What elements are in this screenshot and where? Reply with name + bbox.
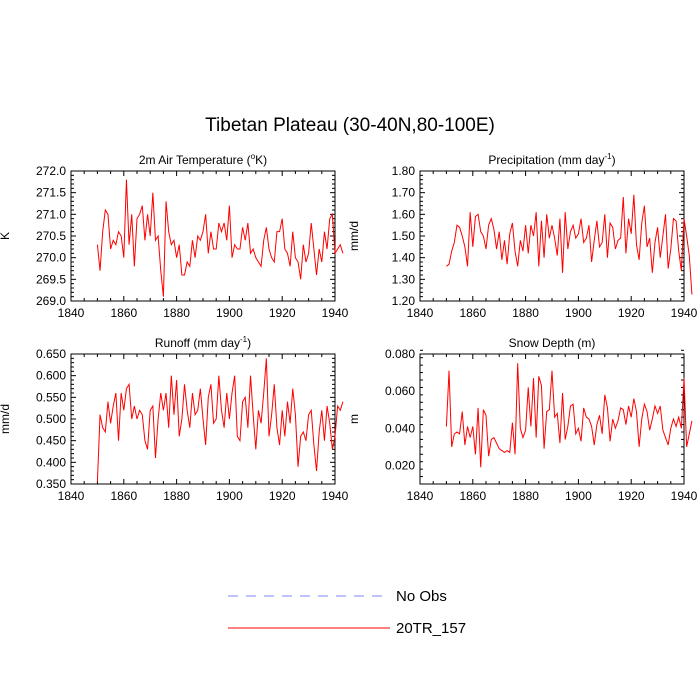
y-tick-label: 0.350 — [36, 477, 66, 491]
x-tick-label: 1900 — [565, 306, 592, 320]
x-tick-label: 1880 — [512, 489, 539, 503]
x-tick-label: 1920 — [269, 489, 296, 503]
panel-precipitation: Precipitation (mm day-1) mm/d 1840 1860 1880… — [347, 152, 698, 320]
y-tick-label: 0.080 — [385, 347, 415, 361]
x-tick-label: 1920 — [618, 489, 645, 503]
panel-air-temperature: 2m Air Temperature (oK) K 1840 1860 1880 1900… — [0, 152, 349, 320]
series-line-20tr-157 — [96, 179, 344, 297]
x-tick-label: 1900 — [216, 306, 243, 320]
y-axis-label: mm/d — [0, 404, 12, 434]
x-tick-label: 1860 — [110, 489, 137, 503]
y-tick-label: 0.450 — [36, 434, 66, 448]
series-line-20tr-157 — [96, 358, 344, 482]
series-line-20tr-157 — [446, 194, 693, 295]
x-tick-label: 1880 — [163, 306, 190, 320]
x-tick-label: 1920 — [269, 306, 296, 320]
x-tick-label: 1900 — [565, 489, 592, 503]
x-tick-label: 1860 — [110, 306, 137, 320]
x-tick-label: 1840 — [407, 306, 434, 320]
x-tick-label: 1940 — [322, 489, 349, 503]
y-tick-label: 269.0 — [36, 294, 66, 308]
y-tick-label: 269.5 — [36, 272, 66, 286]
y-tick-label: 270.5 — [36, 229, 66, 243]
x-tick-label: 1900 — [216, 489, 243, 503]
y-tick-label: 0.400 — [36, 455, 66, 469]
y-tick-label: 1.20 — [392, 294, 416, 308]
y-axis-label: mm/d — [347, 221, 361, 251]
legend-label-no-obs: No Obs — [396, 588, 447, 605]
x-tick-label: 1940 — [671, 306, 698, 320]
y-tick-label: 1.80 — [392, 164, 416, 178]
panel-title: Runoff (mm day-1) — [155, 335, 251, 350]
y-tick-label: 0.650 — [36, 347, 66, 361]
x-tick-label: 1880 — [512, 306, 539, 320]
series-line-20tr-157 — [445, 363, 693, 468]
y-tick-label: 1.50 — [392, 229, 416, 243]
x-tick-label: 1880 — [163, 489, 190, 503]
plot-frame — [70, 170, 336, 302]
x-tick-label: 1940 — [322, 306, 349, 320]
y-tick-label: 1.70 — [392, 186, 416, 200]
y-tick-label: 0.500 — [36, 412, 66, 426]
y-tick-label: 1.40 — [392, 251, 416, 265]
panel-title: Precipitation (mm day-1) — [488, 152, 615, 167]
panel-title: Snow Depth (m) — [509, 336, 596, 350]
y-tick-label: 1.60 — [392, 207, 416, 221]
y-tick-label: 271.0 — [36, 207, 66, 221]
y-tick-label: 0.600 — [36, 369, 66, 383]
x-tick-label: 1840 — [407, 489, 434, 503]
y-tick-label: 1.30 — [392, 272, 416, 286]
x-tick-label: 1920 — [618, 306, 645, 320]
x-tick-label: 1840 — [58, 306, 85, 320]
panel-runoff: Runoff (mm day-1) mm/d 1840 1860 1880 1900 192… — [0, 335, 349, 503]
legend: No Obs 20TR_157 — [228, 588, 466, 637]
y-tick-label: 271.5 — [36, 186, 66, 200]
x-tick-label: 1860 — [459, 489, 486, 503]
y-tick-label: 0.040 — [385, 421, 415, 435]
y-tick-label: 0.550 — [36, 390, 66, 404]
figure-title: Tibetan Plateau (30-40N,80-100E) — [205, 115, 495, 136]
y-tick-label: 0.020 — [385, 458, 415, 472]
y-axis-label: K — [0, 232, 12, 240]
y-tick-label: 0.060 — [385, 384, 415, 398]
panels: 2m Air Temperature (oK) K 1840 1860 1880 1900… — [0, 152, 698, 503]
x-tick-label: 1940 — [671, 489, 698, 503]
legend-label-20tr-157: 20TR_157 — [396, 620, 466, 637]
plot-frame — [419, 170, 685, 302]
x-tick-label: 1860 — [459, 306, 486, 320]
y-axis-label: m — [347, 414, 361, 424]
panel-snow-depth: Snow Depth (m) m 1840 1860 1880 1900 1920 1940 0… — [347, 336, 698, 503]
y-tick-label: 272.0 — [36, 164, 66, 178]
x-tick-label: 1840 — [58, 489, 85, 503]
y-tick-label: 270.0 — [36, 251, 66, 265]
panel-title: 2m Air Temperature (oK) — [139, 152, 267, 167]
